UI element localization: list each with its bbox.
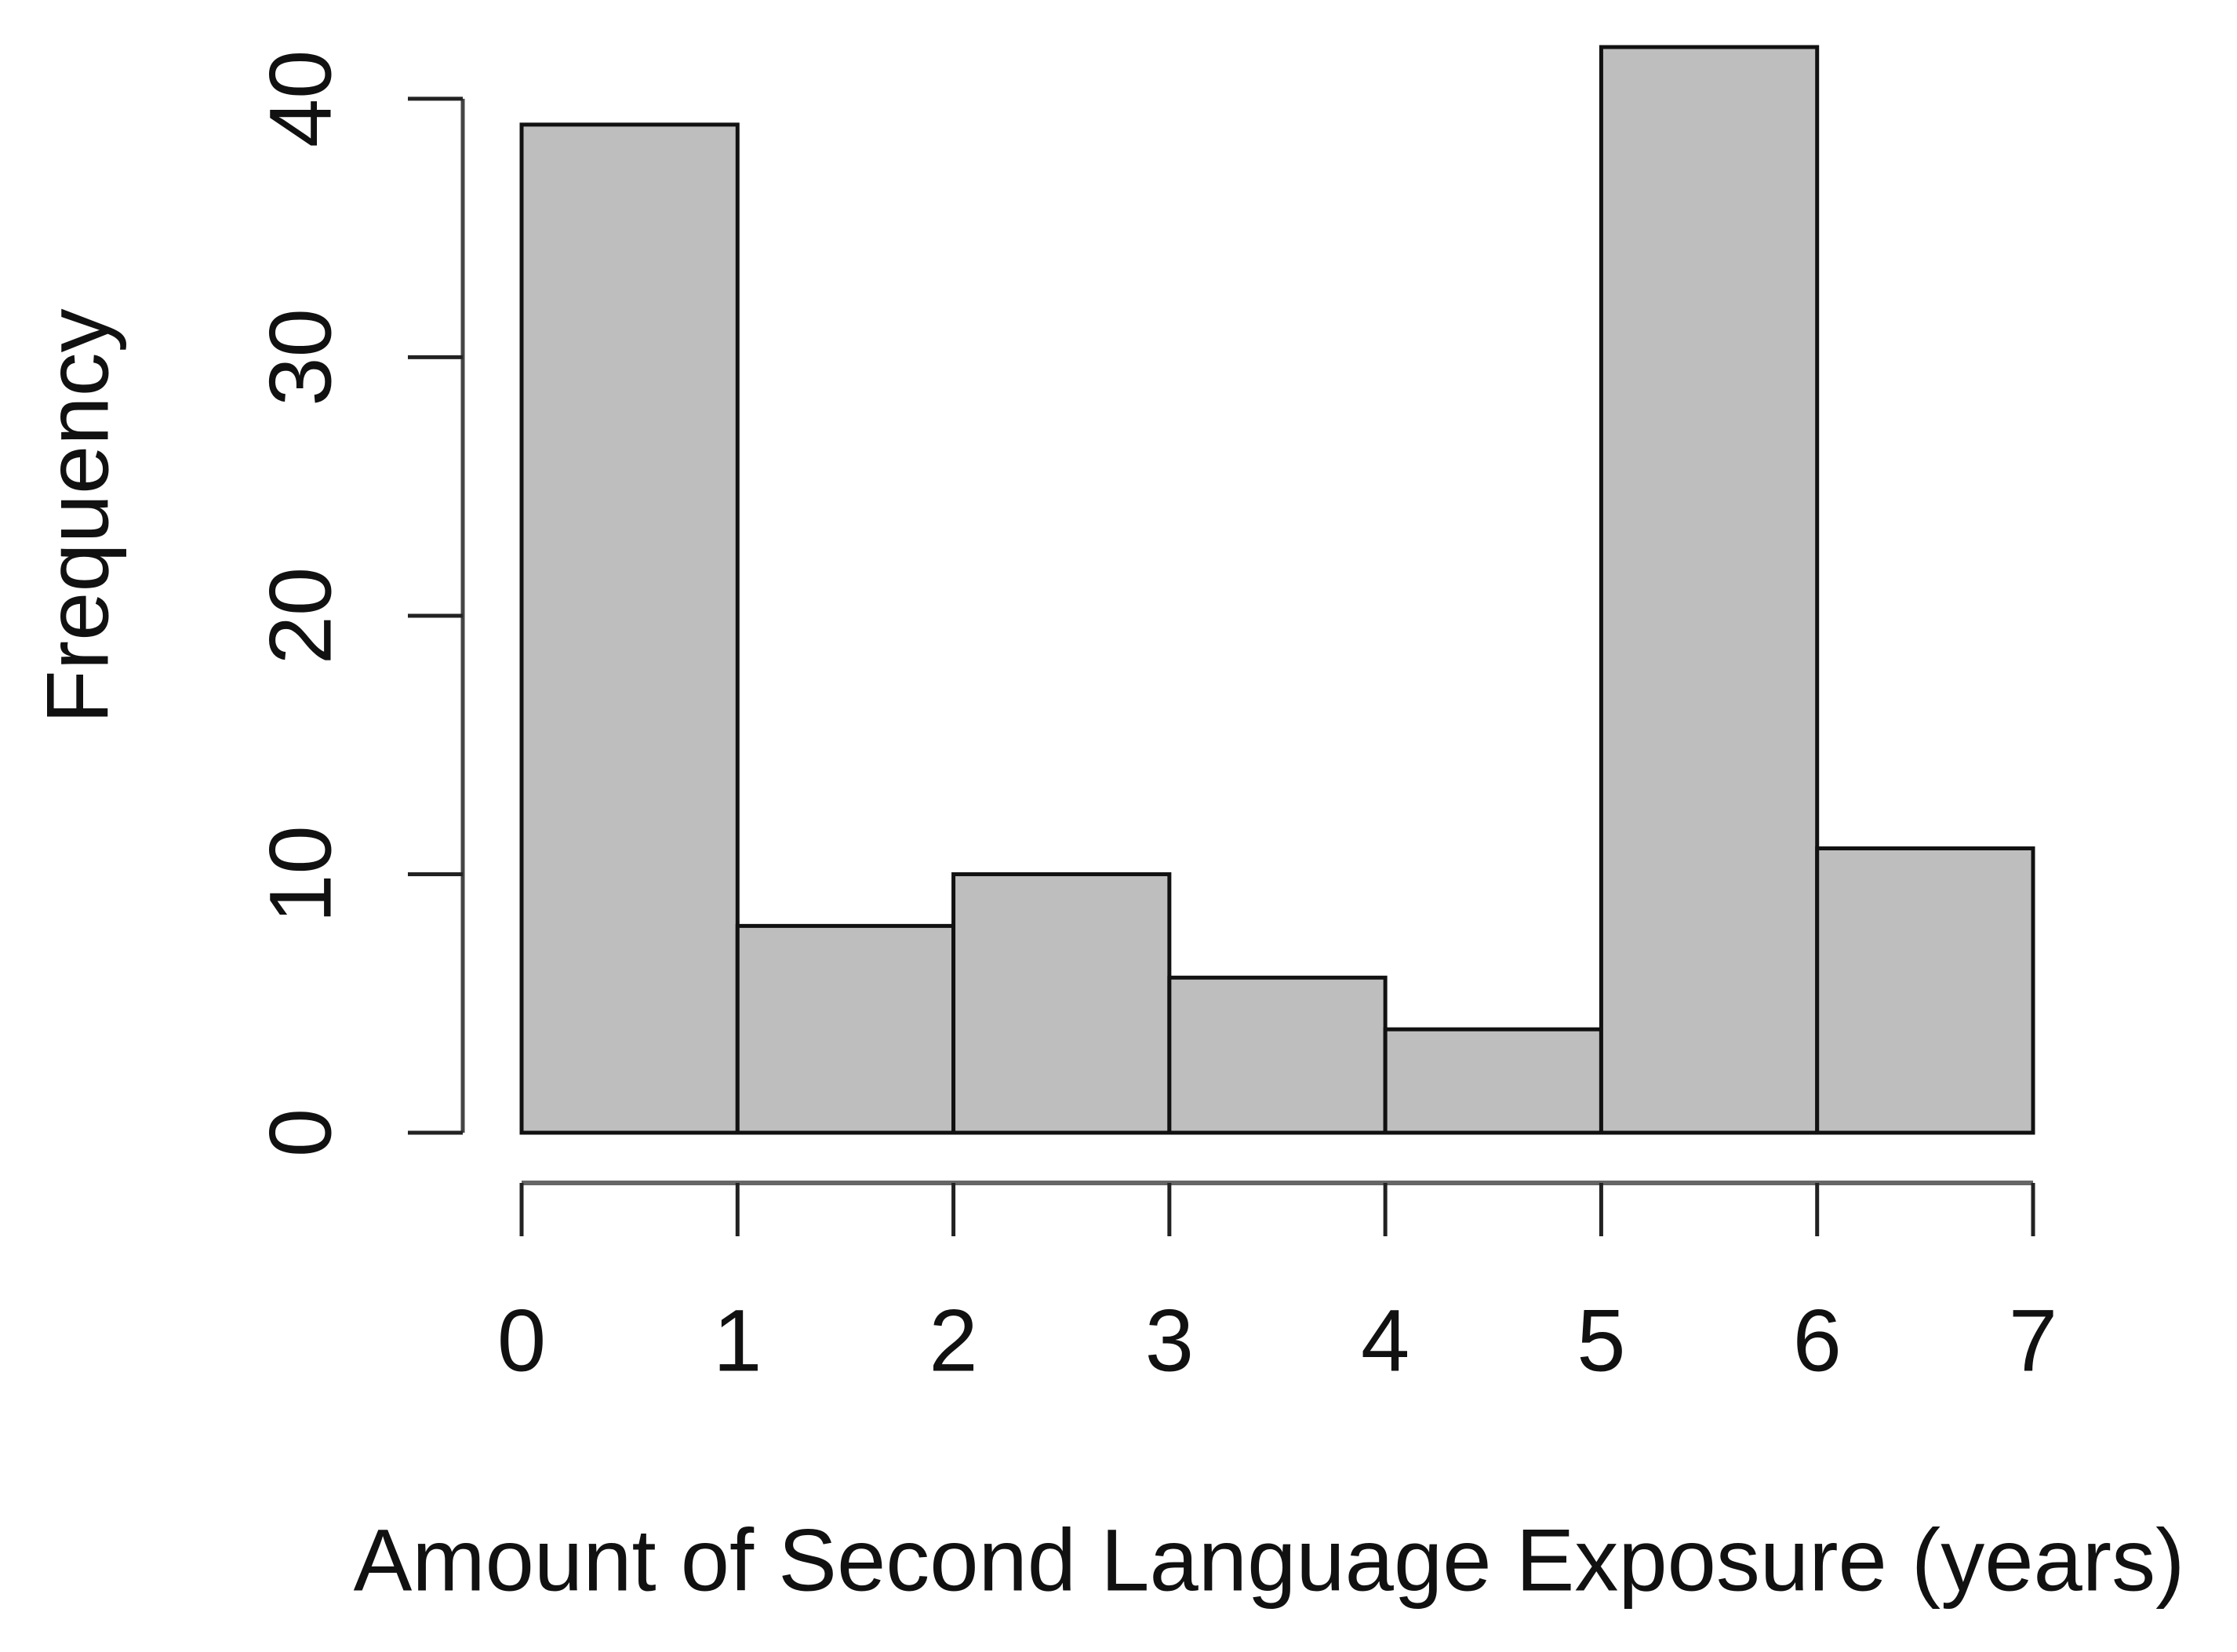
x-tick-label: 4: [1361, 1292, 1409, 1390]
x-tick-label: 7: [2009, 1292, 2057, 1390]
bar: [1599, 45, 1820, 1135]
bar: [1815, 846, 2035, 1135]
x-tick-label: 1: [713, 1292, 762, 1390]
bar: [519, 122, 740, 1135]
x-tick-label: 0: [497, 1292, 546, 1390]
x-tick-label: 6: [1793, 1292, 1842, 1390]
bar: [735, 923, 956, 1135]
bar: [1167, 975, 1388, 1135]
y-tick-label: 0: [252, 1108, 350, 1157]
y-tick-label: 40: [252, 50, 350, 148]
x-tick-label: 3: [1145, 1292, 1194, 1390]
x-axis-label: Amount of Second Language Exposure (year…: [354, 1512, 2185, 1610]
x-tick-label: 2: [929, 1292, 977, 1390]
x-tick-label: 5: [1577, 1292, 1625, 1390]
bar: [1383, 1027, 1603, 1135]
y-axis-label: Frequency: [29, 308, 127, 723]
bar: [951, 871, 1172, 1135]
y-tick-label: 10: [252, 825, 350, 923]
y-tick-label: 30: [252, 308, 350, 406]
y-tick-label: 20: [252, 567, 350, 665]
